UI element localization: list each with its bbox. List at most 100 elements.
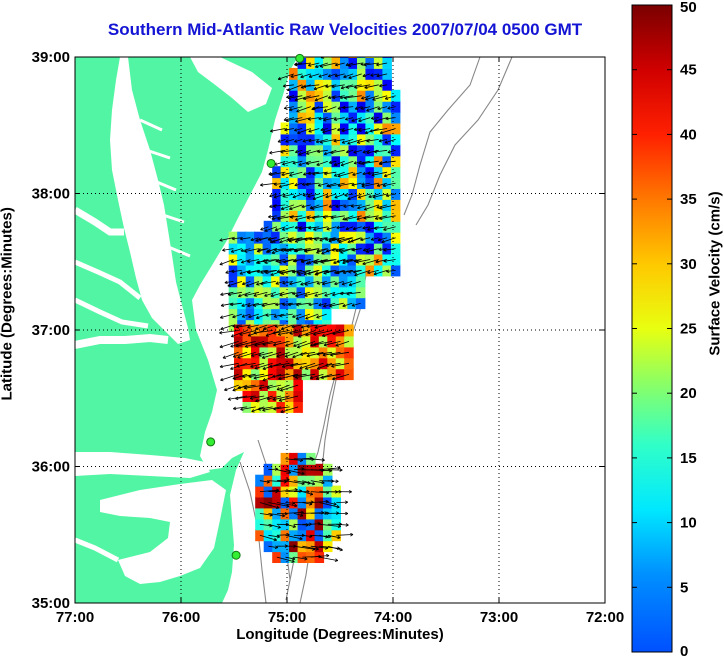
velocity-vector-head — [323, 217, 327, 219]
velocity-cell — [340, 122, 350, 135]
velocity-vector — [347, 237, 361, 243]
velocity-vector-head — [247, 261, 251, 264]
velocity-vector-head — [332, 378, 336, 381]
velocity-vector-head — [272, 376, 276, 378]
velocity-vector — [351, 302, 361, 307]
velocity-vector-head — [382, 183, 386, 187]
velocity-cell — [340, 199, 350, 211]
x-tick-label: 75:00 — [268, 609, 306, 626]
pamlico-sound — [100, 480, 226, 584]
velocity-cell — [313, 275, 323, 288]
velocity-cell — [340, 78, 350, 91]
velocity-vector-head — [353, 152, 357, 154]
velocity-vector — [224, 281, 234, 284]
velocity-vector — [327, 545, 343, 551]
velocity-vector — [363, 248, 371, 251]
velocity-cell — [306, 188, 316, 200]
velocity-cell — [280, 551, 291, 563]
velocity-vector-head — [308, 227, 312, 230]
velocity-vector-head — [304, 282, 308, 285]
velocity-vector — [340, 248, 353, 254]
velocity-vector-head — [280, 409, 284, 413]
velocity-vector — [284, 106, 294, 109]
velocity-vector — [325, 193, 337, 198]
velocity-cell — [272, 199, 282, 211]
velocity-vector — [302, 480, 315, 485]
velocity-vector-head — [276, 354, 279, 357]
velocity-vector-head — [363, 250, 367, 252]
velocity-vector — [300, 351, 316, 355]
velocity-vector — [368, 193, 379, 198]
velocity-vector-head — [315, 548, 319, 551]
velocity-vector-head — [374, 228, 378, 230]
velocity-vector-head — [379, 161, 383, 164]
velocity-vector-head — [380, 52, 382, 54]
velocity-vector — [344, 215, 362, 220]
velocity-vector — [374, 226, 388, 229]
velocity-cell — [314, 199, 325, 211]
velocity-cell — [288, 275, 298, 288]
velocity-cell — [382, 209, 392, 222]
velocity-cell — [284, 324, 295, 337]
velocity-vector — [328, 73, 337, 77]
velocity-vector-head — [299, 354, 304, 356]
velocity-vector-head — [308, 302, 312, 306]
velocity-vector — [356, 215, 371, 220]
velocity-vector-head — [277, 139, 281, 143]
velocity-cell — [327, 335, 337, 348]
velocity-cell — [318, 357, 329, 370]
velocity-vector-head — [333, 260, 336, 264]
velocity-vector — [289, 281, 302, 285]
velocity-vector-head — [305, 368, 309, 370]
velocity-vector-head — [237, 357, 241, 359]
velocity-vector-head — [303, 174, 307, 176]
velocity-vector-head — [374, 149, 377, 153]
velocity-vector-head — [277, 141, 282, 143]
x-tick-label: 76:00 — [162, 609, 200, 626]
velocity-cell — [348, 166, 358, 179]
velocity-vector-head — [323, 108, 327, 112]
velocity-vector-head — [295, 293, 298, 297]
velocity-vector-head — [270, 130, 274, 133]
velocity-vector — [293, 480, 311, 484]
velocity-cell — [237, 253, 247, 266]
velocity-cell — [237, 264, 247, 277]
velocity-vector — [278, 330, 299, 335]
velocity-vector — [295, 149, 303, 153]
velocity-cell — [276, 368, 286, 381]
velocity-vector — [312, 106, 328, 110]
velocity-vector-head — [260, 283, 264, 286]
velocity-vector-head — [299, 368, 303, 370]
velocity-vector-head — [244, 249, 247, 252]
velocity-vector-head — [232, 376, 236, 379]
velocity-vector-head — [357, 142, 361, 144]
velocity-vector-head — [329, 162, 333, 165]
velocity-cell — [313, 297, 323, 310]
velocity-vector — [341, 139, 354, 144]
velocity-cell — [365, 57, 375, 58]
velocity-vector-head — [325, 547, 329, 550]
velocity-cell — [284, 335, 295, 348]
velocity-vector-head — [309, 502, 313, 505]
x-tick-label: 74:00 — [374, 609, 412, 626]
velocity-vector-head — [292, 357, 296, 359]
velocity-vector-head — [313, 260, 316, 263]
velocity-vector-head — [262, 366, 266, 370]
velocity-vector — [302, 139, 311, 142]
velocity-vector — [302, 502, 313, 505]
velocity-vector-head — [294, 97, 298, 101]
velocity-vector-head — [352, 250, 356, 252]
velocity-vector-head — [352, 172, 355, 176]
velocity-vector — [268, 545, 278, 548]
velocity-vector-head — [302, 195, 306, 197]
velocity-vector-head — [255, 240, 259, 242]
velocity-vector — [273, 204, 286, 207]
velocity-vector-head — [383, 248, 387, 251]
velocity-vector — [364, 84, 379, 89]
velocity-cell — [306, 78, 316, 91]
velocity-cell — [323, 463, 333, 476]
velocity-vector-head — [333, 504, 337, 506]
velocity-vector-head — [241, 314, 245, 318]
velocity-vector — [259, 523, 273, 527]
velocity-vector-head — [351, 303, 355, 306]
